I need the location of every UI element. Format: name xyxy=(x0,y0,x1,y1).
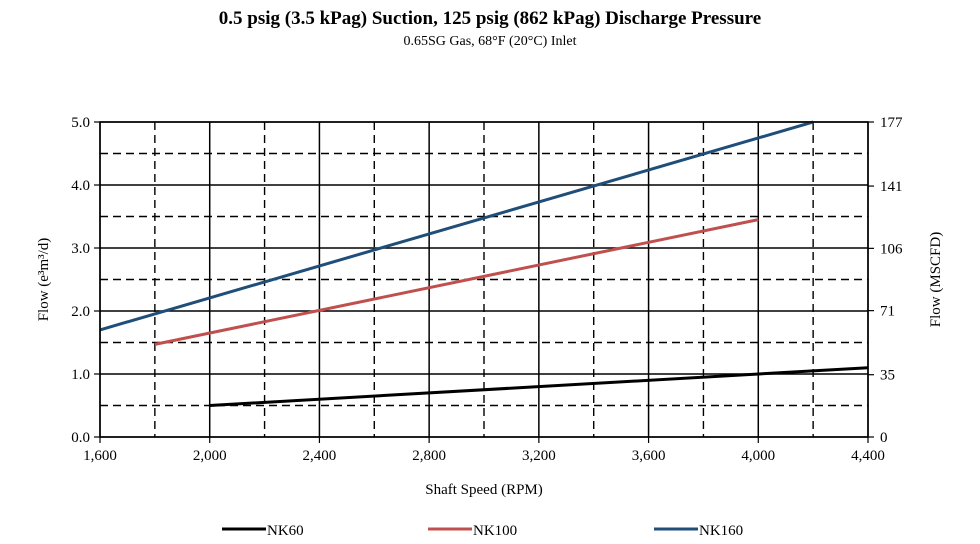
legend-label-nk60: NK60 xyxy=(267,523,304,539)
y-axis-label: Flow (e³m³/d) xyxy=(36,238,52,322)
y-tick-label: 3.0 xyxy=(71,241,90,257)
x-tick-label: 2,400 xyxy=(303,448,337,464)
y-tick-label: 2.0 xyxy=(71,304,90,320)
y-tick-label: 5.0 xyxy=(71,115,90,131)
plot-frame xyxy=(99,121,869,438)
x-axis-label: Shaft Speed (RPM) xyxy=(425,482,543,498)
series-line-nk60 xyxy=(209,366,869,407)
legend-label-nk100: NK100 xyxy=(473,523,517,539)
y2-tick-label: 35 xyxy=(880,368,895,384)
x-tick-label: 4,000 xyxy=(741,448,775,464)
y2-tick-label: 177 xyxy=(880,115,903,131)
chart-title: 0.5 psig (3.5 kPag) Suction, 125 psig (8… xyxy=(218,8,762,29)
series-line-nk160 xyxy=(99,120,814,332)
y-tick-label: 1.0 xyxy=(71,367,90,383)
y2-tick-label: 0 xyxy=(880,430,888,446)
series-lines xyxy=(99,120,869,407)
x-tick-label: 2,800 xyxy=(412,448,446,464)
y2-axis-label: Flow (MSCFD) xyxy=(928,232,944,327)
x-tick-label: 3,600 xyxy=(632,448,666,464)
y2-tick-label: 141 xyxy=(880,179,903,195)
chart-subtitle: 0.65SG Gas, 68°F (20°C) Inlet xyxy=(403,34,577,49)
y2-tick-label: 106 xyxy=(880,241,903,257)
y-tick-label: 0.0 xyxy=(71,430,90,446)
legend-label-nk160: NK160 xyxy=(699,523,743,539)
x-tick-label: 1,600 xyxy=(83,448,117,464)
axes: 1,600 2,000 2,400 2,800 3,200 3,600 4,000 4,400… xyxy=(71,115,903,464)
x-tick-label: 2,000 xyxy=(193,448,227,464)
y2-tick-label: 71 xyxy=(880,304,895,320)
series-line-nk100 xyxy=(154,218,759,346)
y-tick-label: 4.0 xyxy=(71,178,90,194)
legend: NK60 NK100 NK160 xyxy=(222,523,743,539)
x-tick-label: 3,200 xyxy=(522,448,556,464)
x-tick-label: 4,400 xyxy=(851,448,885,464)
